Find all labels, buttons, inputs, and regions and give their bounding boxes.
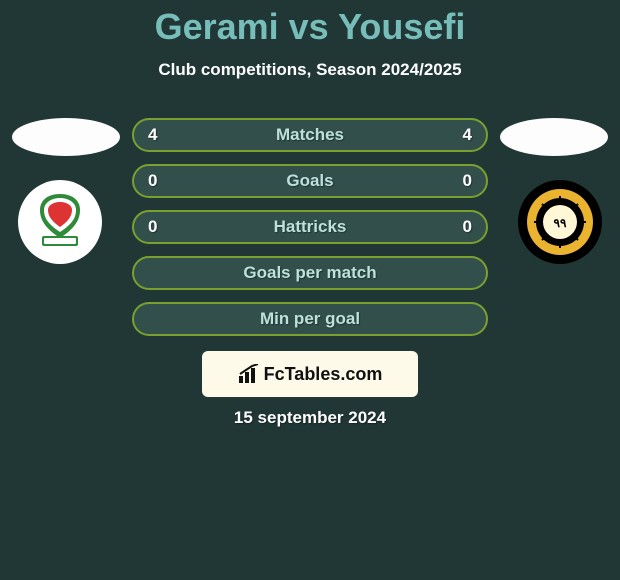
stats-rows: 4 Matches 4 0 Goals 0 0 Hattricks 0 Goal… (132, 118, 488, 336)
player2-avatar-placeholder (500, 118, 608, 156)
stat-label: Hattricks (274, 217, 347, 237)
stat-row-min-per-goal: Min per goal (132, 302, 488, 336)
stat-left-value: 0 (148, 171, 157, 191)
stat-right-value: 0 (463, 171, 472, 191)
date-line: 15 september 2024 (0, 408, 620, 428)
stat-row-goals: 0 Goals 0 (132, 164, 488, 198)
stat-label: Matches (276, 125, 344, 145)
sepahan-crest-icon: ۹۹ (518, 180, 602, 264)
player1-club-badge (18, 180, 102, 264)
subtitle: Club competitions, Season 2024/2025 (0, 60, 620, 80)
svg-text:۹۹: ۹۹ (554, 216, 567, 230)
vs-word: vs (289, 6, 329, 47)
stat-label: Min per goal (260, 309, 360, 329)
right-player-column: ۹۹ (500, 118, 620, 264)
player2-name: Yousefi (338, 6, 465, 47)
stat-label: Goals per match (243, 263, 376, 283)
zob-ahan-crest-icon (18, 180, 102, 264)
brand-box: FcTables.com (202, 351, 418, 397)
stat-left-value: 4 (148, 125, 157, 145)
bar-chart-icon (238, 364, 260, 384)
stat-left-value: 0 (148, 217, 157, 237)
player1-avatar-placeholder (12, 118, 120, 156)
player2-club-badge: ۹۹ (518, 180, 602, 264)
stat-right-value: 0 (463, 217, 472, 237)
comparison-card: Gerami vs Yousefi Club competitions, Sea… (0, 0, 620, 580)
stat-label: Goals (286, 171, 333, 191)
page-title: Gerami vs Yousefi (0, 0, 620, 48)
left-player-column (0, 118, 120, 264)
player1-name: Gerami (155, 6, 279, 47)
stat-row-matches: 4 Matches 4 (132, 118, 488, 152)
stat-row-hattricks: 0 Hattricks 0 (132, 210, 488, 244)
stat-right-value: 4 (463, 125, 472, 145)
brand-text: FcTables.com (264, 364, 383, 385)
stat-row-goals-per-match: Goals per match (132, 256, 488, 290)
